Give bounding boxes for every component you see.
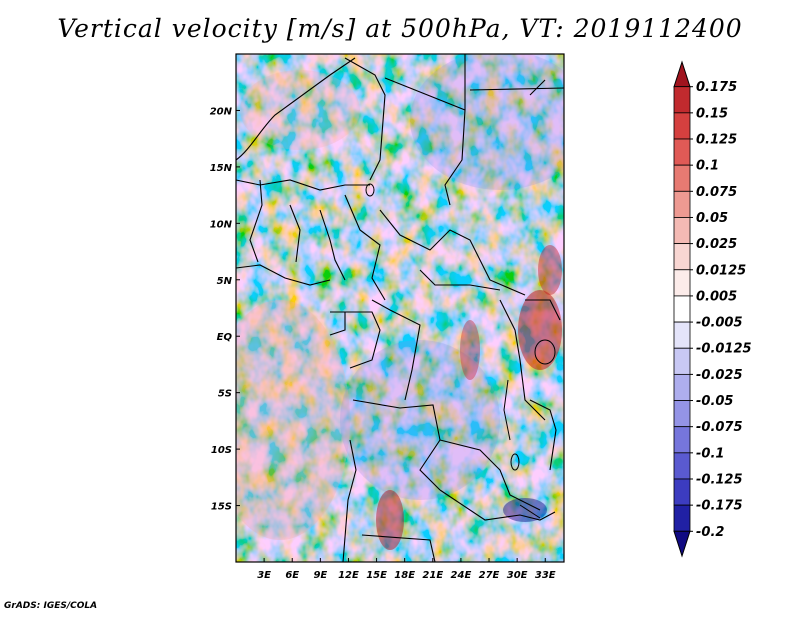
lon-tick-label: 33E — [535, 570, 556, 581]
colorbar-bin — [673, 504, 691, 532]
colorbar-bin — [673, 321, 691, 349]
colorbar-bin — [673, 269, 691, 297]
colorbar-label: 0.175 — [696, 80, 737, 95]
colorbar-bin — [673, 190, 691, 218]
lon-tick-label: 27E — [479, 570, 500, 581]
lat-tick-label: 15N — [210, 163, 233, 174]
lakes — [365, 183, 556, 519]
colorbar-label: -0.075 — [696, 420, 743, 435]
lat-tick-label: 15S — [211, 502, 232, 513]
map-plot-area — [235, 54, 565, 563]
colorbar-bin — [673, 112, 691, 140]
colorbar-max-arrow — [673, 60, 691, 88]
colorbar-label: 0.125 — [696, 133, 737, 148]
country-boundaries — [235, 54, 565, 563]
colorbar-bin — [673, 478, 691, 506]
colorbar-bin — [673, 243, 691, 271]
lat-tick-label: 5N — [217, 276, 233, 287]
colorbar: 0.175 0.15 0.125 0.1 0.075 0.05 0.025 0.0125 0.0… — [673, 60, 752, 558]
lon-tick-label: 18E — [394, 570, 415, 581]
colorbar-bin — [673, 295, 691, 323]
lon-tick-label: 6E — [285, 570, 299, 581]
colorbar-label: -0.1 — [696, 446, 724, 461]
plot-frame — [235, 53, 565, 563]
colorbar-min-arrow — [673, 530, 691, 558]
colorbar-label: -0.025 — [696, 368, 743, 383]
colorbar-label: 0.0125 — [696, 263, 746, 278]
lat-tick-label: 10N — [210, 219, 233, 230]
colorbar-label: 0.05 — [696, 211, 728, 226]
lon-tick-label: 3E — [257, 570, 271, 581]
colorbar-bin — [673, 452, 691, 480]
colorbar-label: -0.125 — [696, 472, 743, 487]
lat-tick-label: 20N — [210, 106, 233, 117]
colorbar-bin — [673, 217, 691, 245]
colorbar-label: 0.15 — [696, 106, 728, 121]
colorbar-label: -0.005 — [696, 316, 743, 331]
lat-tick-label: 5S — [218, 389, 232, 400]
colorbar-bin — [673, 164, 691, 192]
lat-tick-label: EQ — [217, 332, 233, 343]
colorbar-label: 0.025 — [696, 237, 737, 252]
lon-tick-label: 9E — [313, 570, 327, 581]
credit-label: GrADS: IGES/COLA — [4, 601, 98, 611]
lat-tick-label: 10S — [211, 445, 232, 456]
lon-tick-label: 15E — [366, 570, 387, 581]
lon-tick-label: 30E — [507, 570, 528, 581]
colorbar-label: 0.005 — [696, 289, 737, 304]
colorbar-label: -0.05 — [696, 394, 733, 409]
colorbar-bin — [673, 138, 691, 166]
colorbar-bin — [673, 400, 691, 428]
lon-tick-label: 12E — [338, 570, 359, 581]
field-overlay — [236, 54, 564, 550]
colorbar-label: -0.175 — [696, 499, 743, 514]
lon-tick-label: 21E — [422, 570, 443, 581]
latitude-axis: 20N 15N 10N 5N EQ 5S 10S 15S — [210, 106, 240, 513]
chart-title: Vertical velocity [m/s] at 500hPa, VT: 2… — [57, 14, 743, 43]
colorbar-bin — [673, 347, 691, 375]
colorbar-bin — [673, 373, 691, 401]
colorbar-label: -0.0125 — [696, 342, 752, 357]
colorbar-bin — [673, 86, 691, 114]
lon-tick-label: 24E — [451, 570, 472, 581]
colorbar-label: 0.075 — [696, 185, 737, 200]
colorbar-bin — [673, 426, 691, 454]
colorbar-label: -0.2 — [696, 525, 724, 540]
colorbar-label: 0.1 — [696, 159, 719, 174]
longitude-axis: 3E 6E 9E 12E 15E 18E 21E 24E 27E 30E 33E — [257, 558, 556, 581]
